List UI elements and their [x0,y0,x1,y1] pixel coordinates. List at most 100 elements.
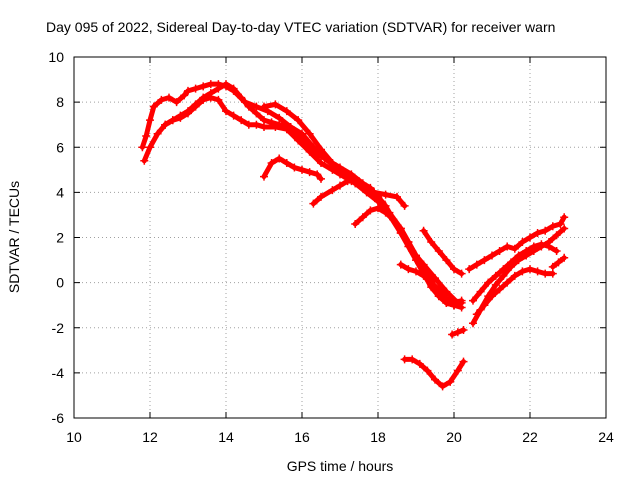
data-point [459,326,468,335]
data-point [222,107,230,116]
data-point [560,224,569,233]
data-point [404,265,413,274]
data-point [554,258,563,267]
y-tick-label: 6 [56,139,64,155]
x-tick-label: 16 [294,429,310,445]
data-point [503,242,512,251]
data-point [450,298,458,307]
data-point [408,355,417,364]
series-line [310,178,373,207]
data-point [294,116,303,125]
data-point [161,120,170,129]
data-point [244,102,253,111]
data-point [298,129,306,138]
data-point [480,256,489,265]
data-point [290,163,299,172]
data-point [529,247,538,256]
data-point [427,238,436,247]
data-point [453,366,462,375]
data-series-track-4 [260,154,325,183]
data-point [560,213,569,222]
data-point [400,201,409,210]
data-point [450,265,458,274]
data-point [457,269,466,278]
data-point [260,122,268,131]
data-point [552,231,561,240]
data-point [556,219,565,228]
data-point [518,267,527,276]
data-point [180,91,189,100]
data-point [328,186,337,195]
data-point [526,265,534,274]
x-tick-label: 14 [218,429,234,445]
data-point [271,122,280,131]
data-point [252,120,261,129]
data-point [282,125,291,134]
data-point [442,294,451,303]
data-point [503,278,512,287]
data-point [244,120,253,129]
data-point [305,129,314,138]
data-point [142,131,151,140]
data-point [495,285,504,294]
y-tick-label: -6 [52,410,65,426]
series-line [261,101,461,306]
data-point [548,222,557,231]
data-series-track-16 [548,253,569,271]
data-point [476,287,485,296]
data-series-track-7 [351,204,466,310]
data-point [317,192,325,201]
data-point [252,102,261,111]
data-point [168,116,177,125]
data-point [260,116,268,125]
data-point [412,251,420,260]
data-point [298,165,306,174]
y-tick-label: 10 [48,49,64,65]
data-point [260,102,268,111]
data-point [343,177,352,186]
data-point [214,95,223,104]
data-point [404,238,413,247]
data-point [146,116,154,125]
data-point [419,226,428,235]
x-tick-label: 12 [142,429,158,445]
data-point [260,172,268,181]
data-point [138,143,147,152]
x-tick-label: 20 [446,429,462,445]
data-point [165,93,173,102]
data-point [176,113,185,122]
data-point [206,80,215,89]
data-point [469,296,477,305]
data-series-track-15 [472,265,557,319]
data-point [434,247,443,256]
data-point [229,84,238,93]
data-point [351,177,360,186]
data-point [267,159,276,168]
data-point [396,224,405,233]
data-point [484,278,493,287]
y-tick-label: 2 [56,230,64,246]
data-point [389,215,398,224]
data-point [412,267,420,276]
data-point [275,154,284,163]
y-tick-label: 8 [56,94,64,110]
data-point [393,192,401,201]
data-point [552,247,561,256]
data-point [199,95,208,104]
data-point [446,377,455,386]
data-point [191,84,200,93]
data-point [381,208,390,217]
data-point [184,86,192,95]
data-point [370,188,379,197]
data-point [328,159,337,168]
data-point [381,190,390,199]
data-point [423,366,432,375]
data-point [518,238,527,247]
series-line [141,81,457,308]
data-point [488,292,496,301]
data-point [459,357,468,366]
data-series-track-11 [448,326,468,339]
data-point [438,382,447,391]
data-point [149,102,158,111]
